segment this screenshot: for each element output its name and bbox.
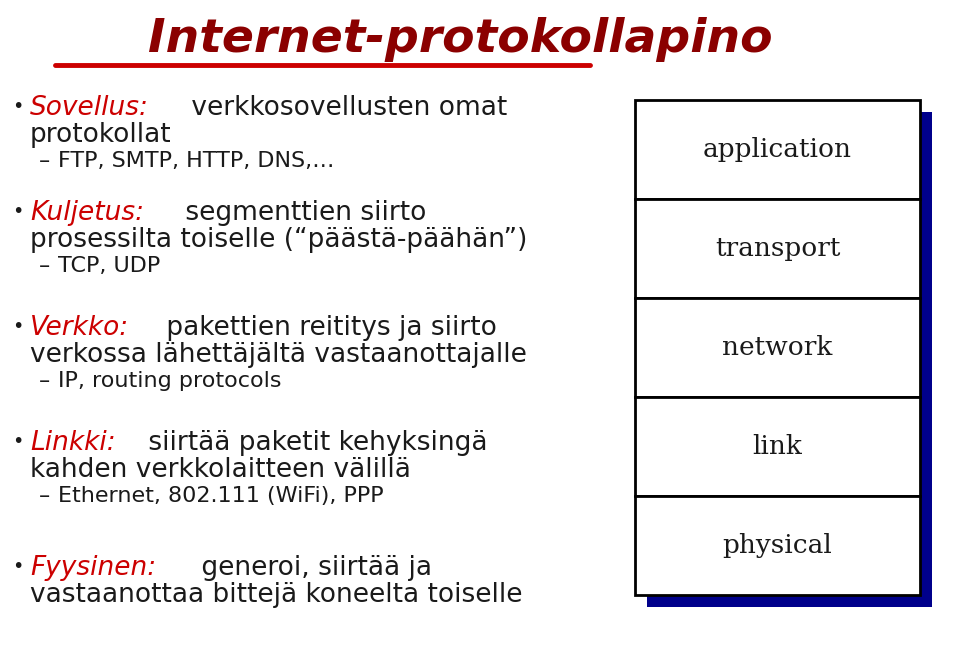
Text: •: •: [12, 97, 24, 116]
Text: IP, routing protocols: IP, routing protocols: [58, 371, 282, 391]
Text: FTP, SMTP, HTTP, DNS,…: FTP, SMTP, HTTP, DNS,…: [58, 151, 335, 171]
Text: –: –: [38, 151, 50, 171]
Text: Fyysinen:: Fyysinen:: [30, 555, 156, 581]
Text: •: •: [12, 317, 24, 336]
Text: Linkki:: Linkki:: [30, 430, 116, 456]
Text: verkossa lähettäjältä vastaanottajalle: verkossa lähettäjältä vastaanottajalle: [30, 342, 526, 368]
Text: verkkosovellusten omat: verkkosovellusten omat: [183, 95, 507, 121]
Bar: [635, 199, 920, 298]
Text: vastaanottaa bittejä koneelta toiselle: vastaanottaa bittejä koneelta toiselle: [30, 582, 523, 608]
Text: Sovellus:: Sovellus:: [30, 95, 149, 121]
Text: protokollat: protokollat: [30, 122, 172, 148]
Text: –: –: [38, 371, 50, 391]
Bar: [647, 112, 932, 607]
Text: application: application: [703, 137, 852, 162]
Text: transport: transport: [714, 236, 840, 261]
Text: Internet-protokollapino: Internet-protokollapino: [148, 17, 772, 62]
Text: link: link: [753, 434, 803, 459]
Bar: [635, 397, 920, 496]
Text: Verkko:: Verkko:: [30, 315, 129, 341]
Text: Ethernet, 802.111 (WiFi), PPP: Ethernet, 802.111 (WiFi), PPP: [58, 486, 384, 506]
Text: kahden verkkolaitteen välillä: kahden verkkolaitteen välillä: [30, 457, 410, 483]
Text: •: •: [12, 557, 24, 576]
Bar: [635, 100, 920, 199]
Text: •: •: [12, 432, 24, 451]
Text: –: –: [38, 256, 50, 276]
Text: –: –: [38, 486, 50, 506]
Text: Kuljetus:: Kuljetus:: [30, 200, 144, 226]
Text: segmenttien siirto: segmenttien siirto: [177, 200, 427, 226]
Text: TCP, UDP: TCP, UDP: [58, 256, 160, 276]
Bar: [635, 496, 920, 595]
Text: network: network: [722, 335, 832, 360]
Text: •: •: [12, 202, 24, 221]
Text: prosessilta toiselle (“päästä-päähän”): prosessilta toiselle (“päästä-päähän”): [30, 227, 527, 253]
Text: siirtää paketit kehyksingä: siirtää paketit kehyksingä: [140, 430, 488, 456]
Text: physical: physical: [723, 533, 832, 558]
Text: generoi, siirtää ja: generoi, siirtää ja: [193, 555, 432, 581]
Text: pakettien reititys ja siirto: pakettien reititys ja siirto: [158, 315, 497, 341]
Bar: [635, 298, 920, 397]
